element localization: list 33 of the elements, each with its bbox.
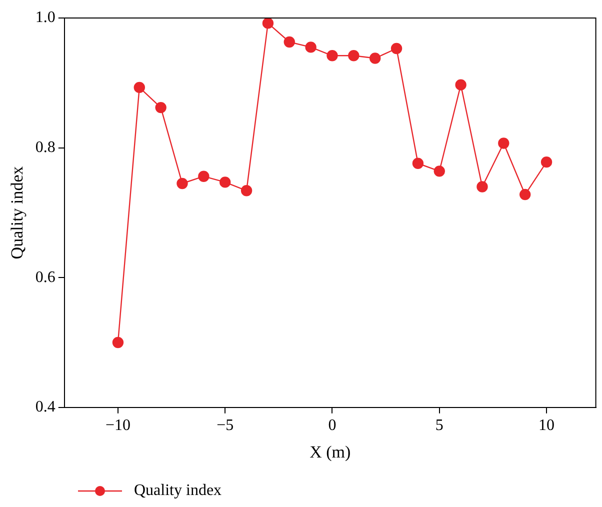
point	[220, 176, 231, 188]
point	[134, 82, 145, 94]
point	[305, 42, 316, 53]
point	[176, 178, 188, 190]
point	[112, 336, 124, 348]
y-axis-title: Quality index	[8, 166, 27, 260]
x-tick-label: −5	[216, 417, 234, 434]
point	[348, 50, 360, 62]
point	[198, 170, 210, 182]
y-tick-label: 0.6	[35, 268, 56, 286]
x-tick-label: 0	[328, 417, 336, 434]
point	[284, 36, 295, 48]
x-tick-label: 10	[538, 417, 555, 434]
x-axis-title: X (m)	[310, 442, 351, 462]
point	[390, 42, 402, 54]
point	[434, 166, 445, 177]
x-tick-label: 5	[435, 417, 444, 434]
point	[540, 156, 552, 168]
point	[240, 185, 252, 196]
y-tick-label: 0.4	[35, 398, 56, 416]
y-tick-label: 1.0	[35, 9, 56, 26]
point	[498, 138, 510, 149]
x-tick-label: −10	[105, 417, 130, 434]
point	[519, 188, 531, 200]
point	[326, 50, 338, 62]
point	[476, 181, 488, 192]
point	[455, 79, 466, 90]
y-tick-label: 0.8	[35, 139, 56, 156]
legend-label: Quality index	[134, 482, 222, 500]
point	[370, 52, 381, 64]
point	[262, 18, 274, 29]
point	[155, 102, 166, 114]
point	[412, 158, 424, 169]
